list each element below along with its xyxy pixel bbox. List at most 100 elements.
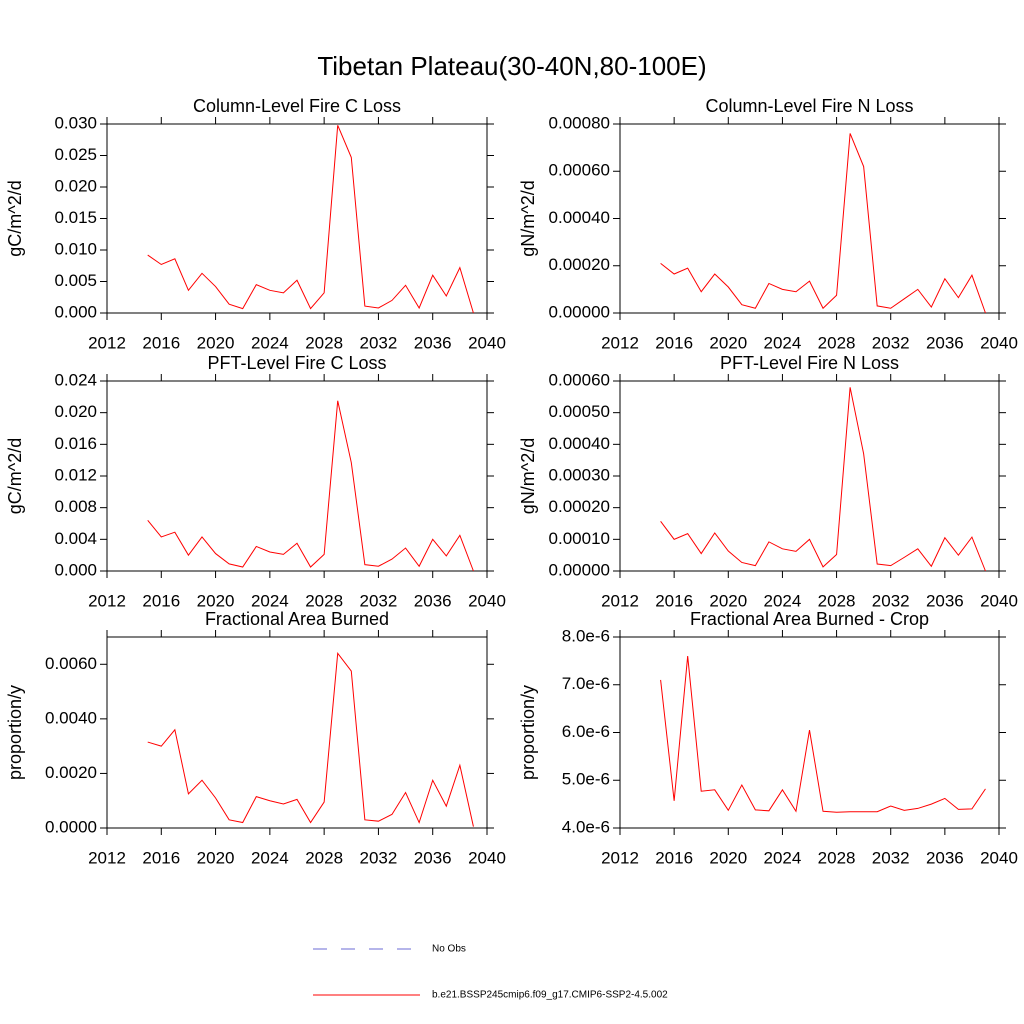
- x-tick-label: 2024: [764, 333, 802, 352]
- y-axis-label: proportion/y: [518, 685, 538, 780]
- panel-title: Fractional Area Burned: [205, 609, 389, 629]
- x-tick-label: 2040: [980, 333, 1018, 352]
- x-tick-label: 2036: [414, 333, 452, 352]
- y-tick-label: 0.0020: [45, 763, 97, 782]
- x-tick-label: 2028: [305, 333, 343, 352]
- x-tick-label: 2024: [764, 848, 802, 867]
- x-tick-label: 2012: [601, 591, 639, 610]
- panel-title: Fractional Area Burned - Crop: [690, 609, 929, 629]
- x-tick-label: 2028: [305, 591, 343, 610]
- y-axis-label: gN/m^2/d: [518, 180, 538, 256]
- y-axis-label: proportion/y: [5, 685, 25, 780]
- x-tick-label: 2040: [980, 848, 1018, 867]
- x-tick-label: 2012: [88, 848, 126, 867]
- y-tick-label: 0.020: [54, 176, 97, 195]
- x-tick-label: 2036: [926, 848, 964, 867]
- y-tick-label: 0.016: [54, 434, 97, 453]
- x-tick-label: 2036: [414, 848, 452, 867]
- y-tick-label: 0.000: [54, 302, 97, 321]
- x-tick-label: 2020: [197, 848, 235, 867]
- panel-title: Column-Level Fire N Loss: [705, 96, 913, 116]
- x-tick-label: 2032: [360, 591, 398, 610]
- x-tick-label: 2020: [197, 333, 235, 352]
- x-tick-label: 2012: [88, 333, 126, 352]
- data-line: [660, 656, 986, 813]
- y-tick-label: 0.020: [54, 402, 97, 421]
- x-tick-label: 2040: [468, 591, 506, 610]
- data-line: [147, 125, 474, 314]
- y-tick-label: 0.015: [54, 208, 97, 227]
- y-tick-label: 0.00000: [549, 302, 610, 321]
- x-tick-label: 2016: [655, 848, 693, 867]
- y-tick-label: 0.00020: [549, 255, 610, 274]
- y-tick-label: 7.0e-6: [562, 674, 610, 693]
- x-tick-label: 2024: [251, 848, 289, 867]
- x-tick-label: 2028: [818, 848, 856, 867]
- legend-label: b.e21.BSSP245cmip6.f09_g17.CMIP6-SSP2-4.…: [432, 990, 668, 1001]
- x-tick-label: 2012: [601, 333, 639, 352]
- y-tick-label: 0.000: [54, 560, 97, 579]
- y-tick-label: 0.004: [54, 529, 97, 548]
- y-tick-label: 0.0060: [45, 654, 97, 673]
- data-line: [660, 133, 986, 314]
- x-tick-label: 2020: [709, 848, 747, 867]
- panel-title: Column-Level Fire C Loss: [193, 96, 401, 116]
- x-tick-label: 2036: [926, 333, 964, 352]
- plot-frame: [106, 636, 488, 829]
- x-tick-label: 2028: [305, 848, 343, 867]
- x-tick-label: 2032: [872, 591, 910, 610]
- x-tick-label: 2036: [926, 591, 964, 610]
- x-tick-label: 2028: [818, 333, 856, 352]
- x-tick-label: 2032: [872, 848, 910, 867]
- x-tick-label: 2016: [142, 333, 180, 352]
- y-tick-label: 0.00060: [549, 370, 610, 389]
- y-tick-label: 0.012: [54, 465, 97, 484]
- x-tick-label: 2016: [655, 333, 693, 352]
- x-tick-label: 2024: [764, 591, 802, 610]
- x-tick-label: 2040: [468, 333, 506, 352]
- data-line: [660, 387, 986, 572]
- y-tick-label: 0.00060: [549, 161, 610, 180]
- y-tick-label: 0.005: [54, 271, 97, 290]
- y-tick-label: 0.024: [54, 370, 97, 389]
- x-tick-label: 2016: [142, 591, 180, 610]
- x-tick-label: 2020: [197, 591, 235, 610]
- plot-frame: [106, 380, 488, 572]
- data-line: [147, 652, 474, 827]
- y-tick-label: 0.00010: [549, 529, 610, 548]
- plot-frame: [106, 123, 488, 314]
- y-tick-label: 6.0e-6: [562, 722, 610, 741]
- panel-title: PFT-Level Fire C Loss: [207, 353, 386, 373]
- y-tick-label: 0.00040: [549, 434, 610, 453]
- x-tick-label: 2036: [414, 591, 452, 610]
- y-axis-label: gC/m^2/d: [5, 438, 25, 514]
- y-tick-label: 4.0e-6: [562, 817, 610, 836]
- x-tick-label: 2032: [872, 333, 910, 352]
- x-tick-label: 2040: [468, 848, 506, 867]
- data-line: [147, 400, 474, 572]
- y-tick-label: 0.00040: [549, 208, 610, 227]
- legend-label: No Obs: [432, 944, 466, 955]
- y-tick-label: 0.00030: [549, 465, 610, 484]
- y-axis-label: gN/m^2/d: [518, 438, 538, 514]
- y-tick-label: 0.00050: [549, 402, 610, 421]
- x-tick-label: 2016: [142, 848, 180, 867]
- x-tick-label: 2012: [88, 591, 126, 610]
- x-tick-label: 2032: [360, 848, 398, 867]
- y-tick-label: 0.0040: [45, 708, 97, 727]
- x-tick-label: 2012: [601, 848, 639, 867]
- x-tick-label: 2024: [251, 333, 289, 352]
- y-tick-label: 0.025: [54, 145, 97, 164]
- y-tick-label: 0.008: [54, 497, 97, 516]
- figure-title: Tibetan Plateau(30-40N,80-100E): [317, 51, 706, 81]
- y-tick-label: 0.010: [54, 239, 97, 258]
- x-tick-label: 2020: [709, 591, 747, 610]
- panel-title: PFT-Level Fire N Loss: [720, 353, 899, 373]
- x-tick-label: 2024: [251, 591, 289, 610]
- x-tick-label: 2016: [655, 591, 693, 610]
- y-axis-label: gC/m^2/d: [5, 180, 25, 256]
- y-tick-label: 0.00020: [549, 497, 610, 516]
- x-tick-label: 2028: [818, 591, 856, 610]
- y-tick-label: 5.0e-6: [562, 770, 610, 789]
